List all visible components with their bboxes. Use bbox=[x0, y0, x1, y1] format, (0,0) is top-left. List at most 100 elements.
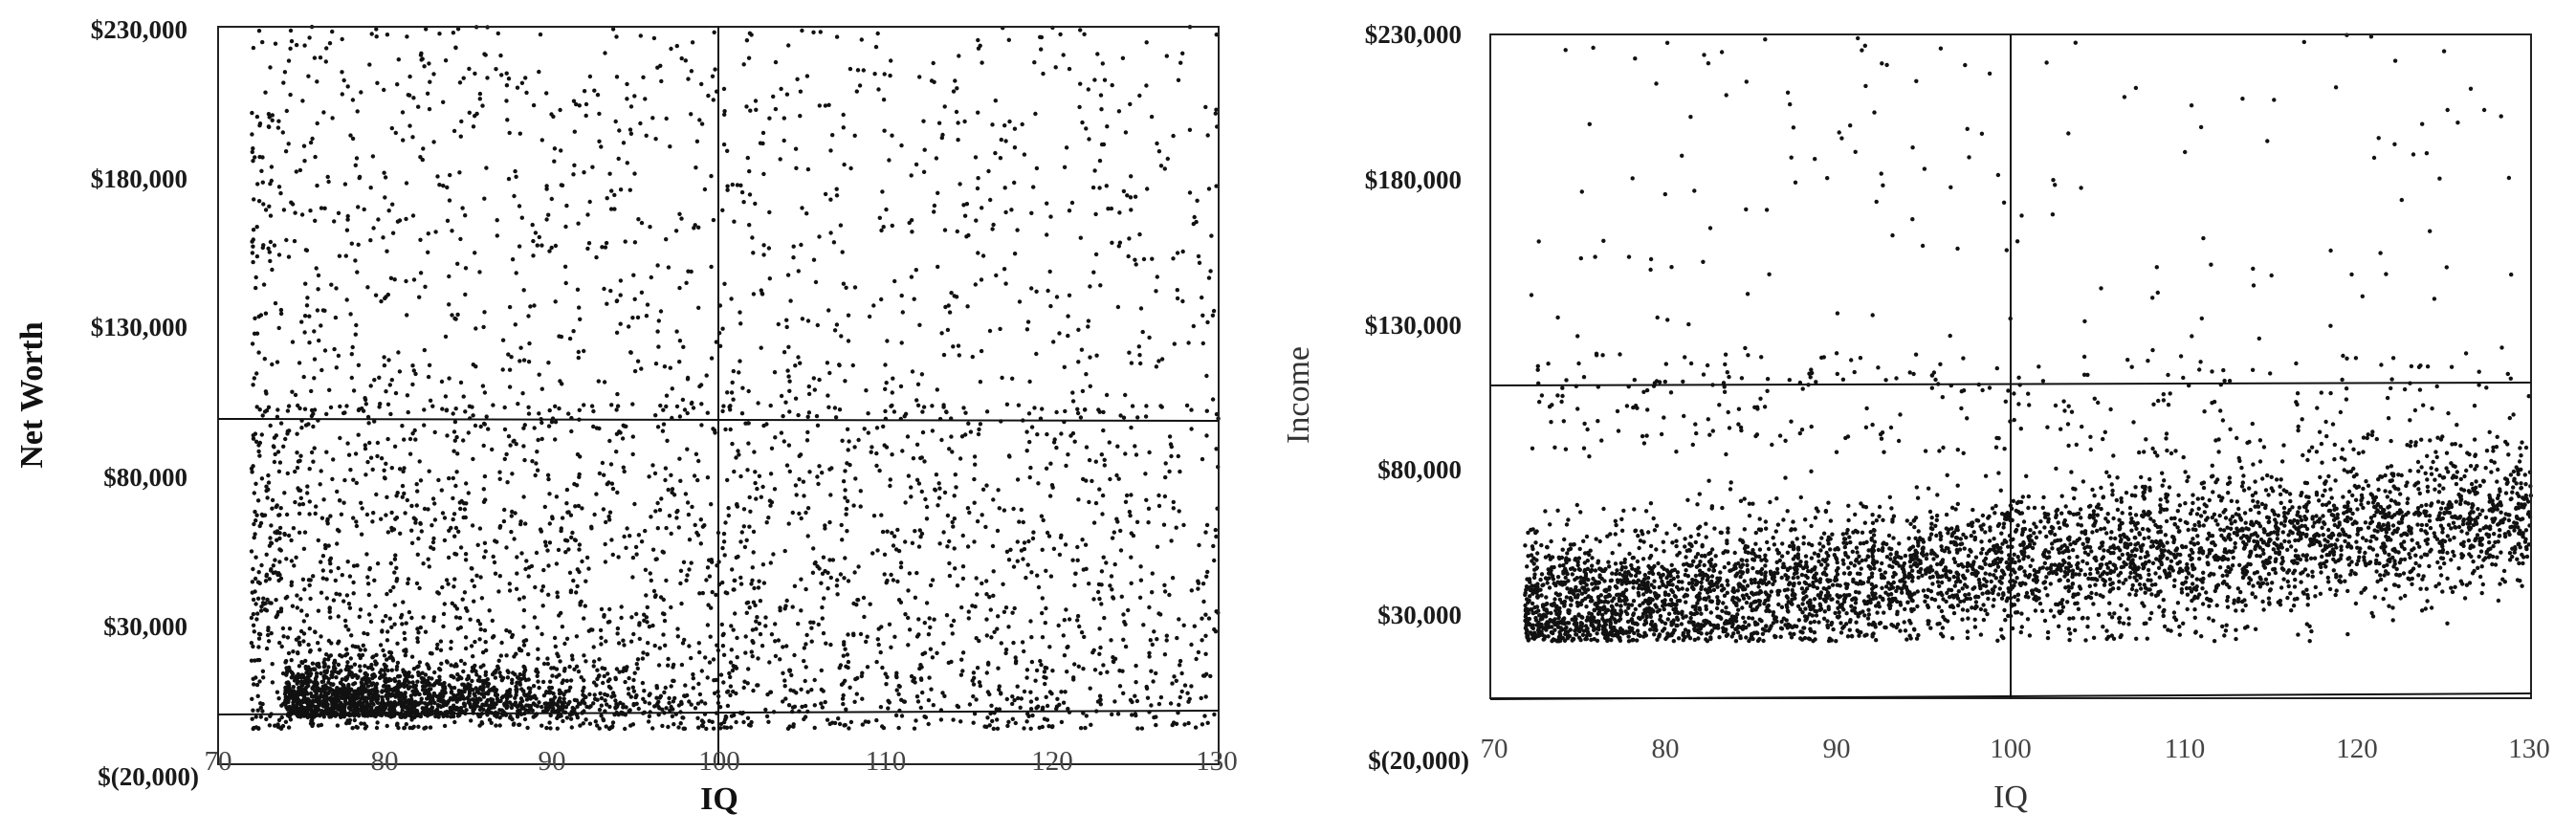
net-worth-point bbox=[384, 664, 388, 669]
net-worth-point bbox=[974, 576, 979, 581]
net-worth-point bbox=[809, 639, 814, 644]
net-worth-point bbox=[594, 492, 599, 496]
net-worth-point bbox=[605, 692, 610, 698]
net-worth-point bbox=[470, 405, 474, 409]
net-worth-point bbox=[442, 602, 447, 606]
net-worth-point bbox=[534, 461, 539, 466]
net-worth-point bbox=[636, 533, 642, 538]
net-worth-point bbox=[382, 87, 386, 93]
net-worth-point bbox=[973, 155, 979, 160]
net-worth-point bbox=[308, 140, 314, 145]
net-worth-point bbox=[270, 506, 275, 511]
net-worth-point bbox=[335, 541, 340, 546]
net-worth-point bbox=[322, 657, 327, 662]
net-worth-point bbox=[941, 403, 946, 407]
net-worth-point bbox=[903, 539, 908, 544]
net-worth-point bbox=[297, 530, 302, 535]
net-worth-point bbox=[524, 703, 529, 708]
net-worth-point bbox=[955, 703, 959, 709]
net-worth-point bbox=[959, 434, 965, 439]
net-worth-point bbox=[713, 430, 717, 435]
net-worth-point bbox=[800, 206, 804, 210]
net-worth-point bbox=[730, 668, 736, 673]
net-worth-point bbox=[1059, 719, 1065, 725]
net-worth-point bbox=[589, 526, 594, 531]
net-worth-point bbox=[427, 666, 431, 671]
net-worth-point bbox=[1138, 306, 1144, 311]
net-worth-point bbox=[756, 585, 761, 590]
net-worth-point bbox=[514, 651, 518, 656]
net-worth-point bbox=[1004, 549, 1010, 554]
net-worth-point bbox=[815, 564, 820, 569]
net-worth-point bbox=[786, 374, 791, 379]
net-worth-point bbox=[407, 609, 412, 615]
net-worth-point bbox=[882, 572, 887, 577]
net-worth-point bbox=[373, 293, 379, 297]
net-worth-point bbox=[594, 254, 599, 260]
net-worth-point bbox=[1080, 120, 1085, 125]
net-worth-point bbox=[444, 659, 450, 664]
net-worth-point bbox=[778, 657, 782, 662]
net-worth-point bbox=[267, 204, 272, 209]
net-worth-point bbox=[721, 142, 727, 147]
net-worth-point bbox=[922, 650, 928, 655]
net-worth-point bbox=[1099, 452, 1105, 457]
net-worth-point bbox=[302, 407, 308, 411]
net-worth-point bbox=[748, 509, 753, 514]
net-worth-point bbox=[628, 694, 633, 699]
net-worth-point bbox=[989, 635, 994, 640]
net-worth-point bbox=[305, 491, 310, 495]
net-worth-point bbox=[301, 374, 306, 380]
net-worth-point bbox=[658, 693, 664, 698]
net-worth-point bbox=[1029, 659, 1035, 665]
net-worth-point bbox=[496, 658, 501, 663]
net-worth-point bbox=[576, 349, 581, 355]
net-worth-point bbox=[678, 478, 683, 483]
net-worth-point bbox=[809, 626, 814, 630]
net-worth-point bbox=[811, 257, 817, 262]
net-worth-point bbox=[607, 438, 612, 444]
net-worth-point bbox=[842, 642, 847, 648]
net-worth-point bbox=[348, 312, 353, 317]
net-worth-point bbox=[370, 519, 375, 524]
net-worth-point bbox=[508, 715, 513, 720]
net-worth-point bbox=[1043, 681, 1047, 687]
net-worth-point bbox=[806, 384, 811, 389]
net-worth-point bbox=[542, 504, 547, 510]
net-worth-point bbox=[1120, 55, 1126, 60]
net-worth-point bbox=[604, 724, 608, 729]
net-worth-point bbox=[497, 574, 502, 579]
net-worth-point bbox=[650, 116, 655, 121]
net-worth-point bbox=[280, 670, 286, 676]
net-worth-point bbox=[691, 676, 695, 681]
net-worth-point bbox=[924, 601, 930, 605]
net-worth-point bbox=[710, 589, 715, 595]
net-worth-point bbox=[307, 626, 312, 631]
net-worth-point bbox=[914, 442, 920, 447]
net-worth-point bbox=[417, 295, 422, 299]
net-worth-point bbox=[920, 409, 925, 414]
net-worth-point bbox=[505, 118, 510, 122]
net-worth-point bbox=[502, 405, 507, 410]
net-worth-point bbox=[672, 695, 677, 701]
net-worth-point bbox=[615, 490, 620, 495]
net-worth-point bbox=[664, 116, 669, 121]
net-worth-point bbox=[592, 696, 598, 701]
net-worth-point bbox=[553, 299, 558, 304]
net-worth-point bbox=[318, 55, 323, 60]
net-worth-point bbox=[1070, 558, 1075, 562]
net-worth-point bbox=[697, 591, 702, 596]
net-worth-point bbox=[368, 619, 374, 625]
net-worth-point bbox=[610, 552, 615, 558]
net-worth-point bbox=[324, 411, 329, 417]
net-worth-point bbox=[421, 146, 426, 151]
net-worth-point bbox=[1064, 145, 1069, 150]
net-worth-point bbox=[980, 513, 984, 517]
net-worth-point bbox=[1039, 514, 1045, 518]
net-worth-point bbox=[1097, 698, 1103, 703]
net-worth-point bbox=[949, 291, 954, 296]
net-worth-point bbox=[1143, 414, 1149, 419]
net-worth-point bbox=[1020, 640, 1025, 645]
net-worth-point bbox=[332, 346, 337, 352]
net-worth-point bbox=[404, 621, 408, 626]
